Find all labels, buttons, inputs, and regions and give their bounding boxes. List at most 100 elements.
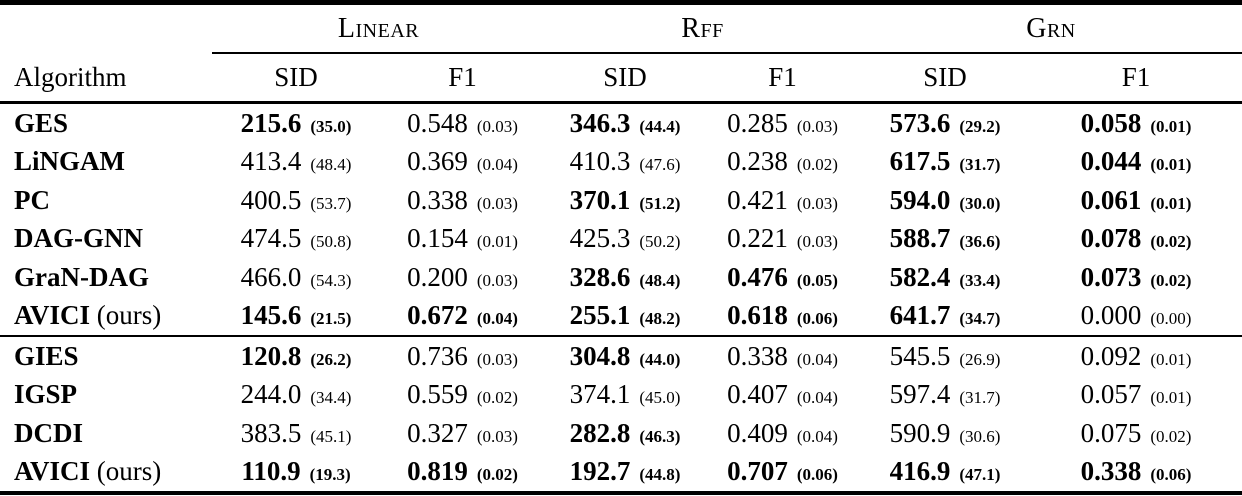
metric-cell: 0.819 (0.02): [380, 456, 545, 487]
metric-cell: 0.285 (0.03): [705, 108, 860, 139]
metric-value: 0.154: [407, 223, 468, 254]
metric-cell: 110.9 (19.3): [212, 456, 380, 487]
metric-cell: 588.7 (36.6): [860, 223, 1030, 254]
algorithm-label: PC: [14, 184, 50, 215]
algorithm-suffix: (ours): [90, 456, 162, 487]
metric-cell: 255.1 (48.2): [545, 300, 705, 331]
metric-cell: 0.421 (0.03): [705, 185, 860, 216]
metric-value: 0.075: [1080, 417, 1142, 448]
metric-value: 0.285: [727, 107, 788, 138]
metric-cell: 120.8 (26.2): [212, 341, 380, 372]
metric-cell: 346.3 (44.4): [545, 108, 705, 139]
metric-cell: 370.1 (51.2): [545, 185, 705, 216]
metric-cell: 597.4 (31.7): [860, 379, 1030, 410]
metric-value: 282.8: [569, 417, 631, 448]
metric-cell: 0.061 (0.01): [1030, 185, 1242, 216]
table-row: GraN-DAG 466.0 (54.3) 0.200 (0.03) 328.6 (48.4…: [0, 258, 1242, 297]
metric-value: 590.9: [889, 417, 951, 448]
metric-stderr: (31.7): [959, 155, 1001, 175]
metric-cell: 573.6 (29.2): [860, 108, 1030, 139]
metric-cell: 545.5 (26.9): [860, 341, 1030, 372]
metric-value: 0.000: [1080, 300, 1142, 331]
metric-value: 383.5: [240, 417, 302, 448]
metric-cell: 328.6 (48.4): [545, 262, 705, 293]
metric-cell: 0.672 (0.04): [380, 300, 545, 331]
metric-stderr: (36.6): [959, 232, 1001, 252]
metric-value: 0.369: [407, 146, 468, 177]
metric-cell: 0.078 (0.02): [1030, 223, 1242, 254]
metric-value: 192.7: [569, 456, 631, 487]
metric-stderr: (0.01): [1150, 349, 1192, 369]
metric-stderr: (0.01): [1150, 193, 1192, 213]
metric-cell: 0.075 (0.02): [1030, 418, 1242, 449]
metric-cell: 304.8 (44.0): [545, 341, 705, 372]
metric-cell: 0.154 (0.01): [380, 223, 545, 254]
metric-cell: 0.548 (0.03): [380, 108, 545, 139]
metric-cell: 0.338 (0.04): [705, 341, 860, 372]
algorithm-name: AVICI (ours): [0, 300, 212, 331]
metric-value: 0.238: [727, 146, 788, 177]
algorithm-label: AVICI: [14, 300, 91, 331]
table-section: GES 215.6 (35.0) 0.548 (0.03) 346.3 (44.4) 0.28…: [0, 104, 1242, 335]
metric-cell: 0.238 (0.02): [705, 146, 860, 177]
metric-value: 0.819: [407, 456, 468, 487]
metric-value: 244.0: [240, 379, 302, 410]
metric-stderr: (0.01): [1150, 155, 1192, 175]
column-header-sid-rff: SID: [603, 62, 647, 92]
metric-stderr: (48.4): [639, 270, 681, 290]
metric-cell: 466.0 (54.3): [212, 262, 380, 293]
metric-cell: 0.736 (0.03): [380, 341, 545, 372]
metric-value: 425.3: [569, 223, 631, 254]
column-header-f1-linear: F1: [448, 62, 477, 92]
metric-cell: 590.9 (30.6): [860, 418, 1030, 449]
group-header-grn: Grn: [860, 5, 1242, 54]
algorithm-label: GIES: [14, 340, 79, 371]
algorithm-label: GraN-DAG: [14, 261, 149, 292]
metric-value: 0.421: [727, 184, 788, 215]
metric-cell: 0.338 (0.06): [1030, 456, 1242, 487]
metric-cell: 617.5 (31.7): [860, 146, 1030, 177]
metric-cell: 215.6 (35.0): [212, 108, 380, 139]
metric-cell: 374.1 (45.0): [545, 379, 705, 410]
metric-value: 0.618: [727, 300, 788, 331]
metric-stderr: (0.03): [476, 270, 518, 290]
metric-value: 0.672: [407, 300, 468, 331]
metric-value: 0.092: [1080, 340, 1142, 371]
metric-value: 617.5: [889, 146, 951, 177]
metric-cell: 0.707 (0.06): [705, 456, 860, 487]
metric-stderr: (44.4): [639, 116, 681, 136]
metric-stderr: (0.06): [796, 309, 838, 329]
metric-value: 145.6: [240, 300, 302, 331]
metric-stderr: (35.0): [310, 116, 352, 136]
table-row: AVICI (ours) 145.6 (21.5) 0.672 (0.04) 255.1 (…: [0, 297, 1242, 336]
metric-cell: 641.7 (34.7): [860, 300, 1030, 331]
metric-stderr: (44.8): [639, 465, 681, 485]
metric-value: 0.221: [727, 223, 788, 254]
metric-cell: 410.3 (47.6): [545, 146, 705, 177]
metric-stderr: (0.03): [476, 349, 518, 369]
metric-value: 573.6: [889, 107, 951, 138]
metric-stderr: (51.2): [639, 193, 681, 213]
metric-value: 0.338: [1080, 456, 1142, 487]
table-section: GIES 120.8 (26.2) 0.736 (0.03) 304.8 (44.0) 0.3…: [0, 335, 1242, 491]
algorithm-label: DAG-GNN: [14, 223, 143, 254]
metric-stderr: (0.04): [796, 349, 838, 369]
metric-stderr: (45.0): [639, 388, 681, 408]
metric-stderr: (0.02): [476, 465, 518, 485]
metric-cell: 416.9 (47.1): [860, 456, 1030, 487]
metric-stderr: (0.04): [476, 155, 518, 175]
metric-value: 0.057: [1080, 379, 1142, 410]
metric-stderr: (0.03): [476, 193, 518, 213]
table-row: DCDI 383.5 (45.1) 0.327 (0.03) 282.8 (46.3) 0.4…: [0, 414, 1242, 453]
table-group-header-row: Linear Rff Grn: [0, 5, 1242, 54]
metric-stderr: (47.1): [959, 465, 1001, 485]
metric-cell: 0.200 (0.03): [380, 262, 545, 293]
table-subheader-row: Algorithm SID F1 SID F1 SID F1: [0, 54, 1242, 104]
metric-value: 215.6: [240, 107, 302, 138]
metric-cell: 383.5 (45.1): [212, 418, 380, 449]
metric-value: 545.5: [889, 340, 951, 371]
metric-cell: 0.221 (0.03): [705, 223, 860, 254]
metric-value: 0.707: [727, 456, 788, 487]
